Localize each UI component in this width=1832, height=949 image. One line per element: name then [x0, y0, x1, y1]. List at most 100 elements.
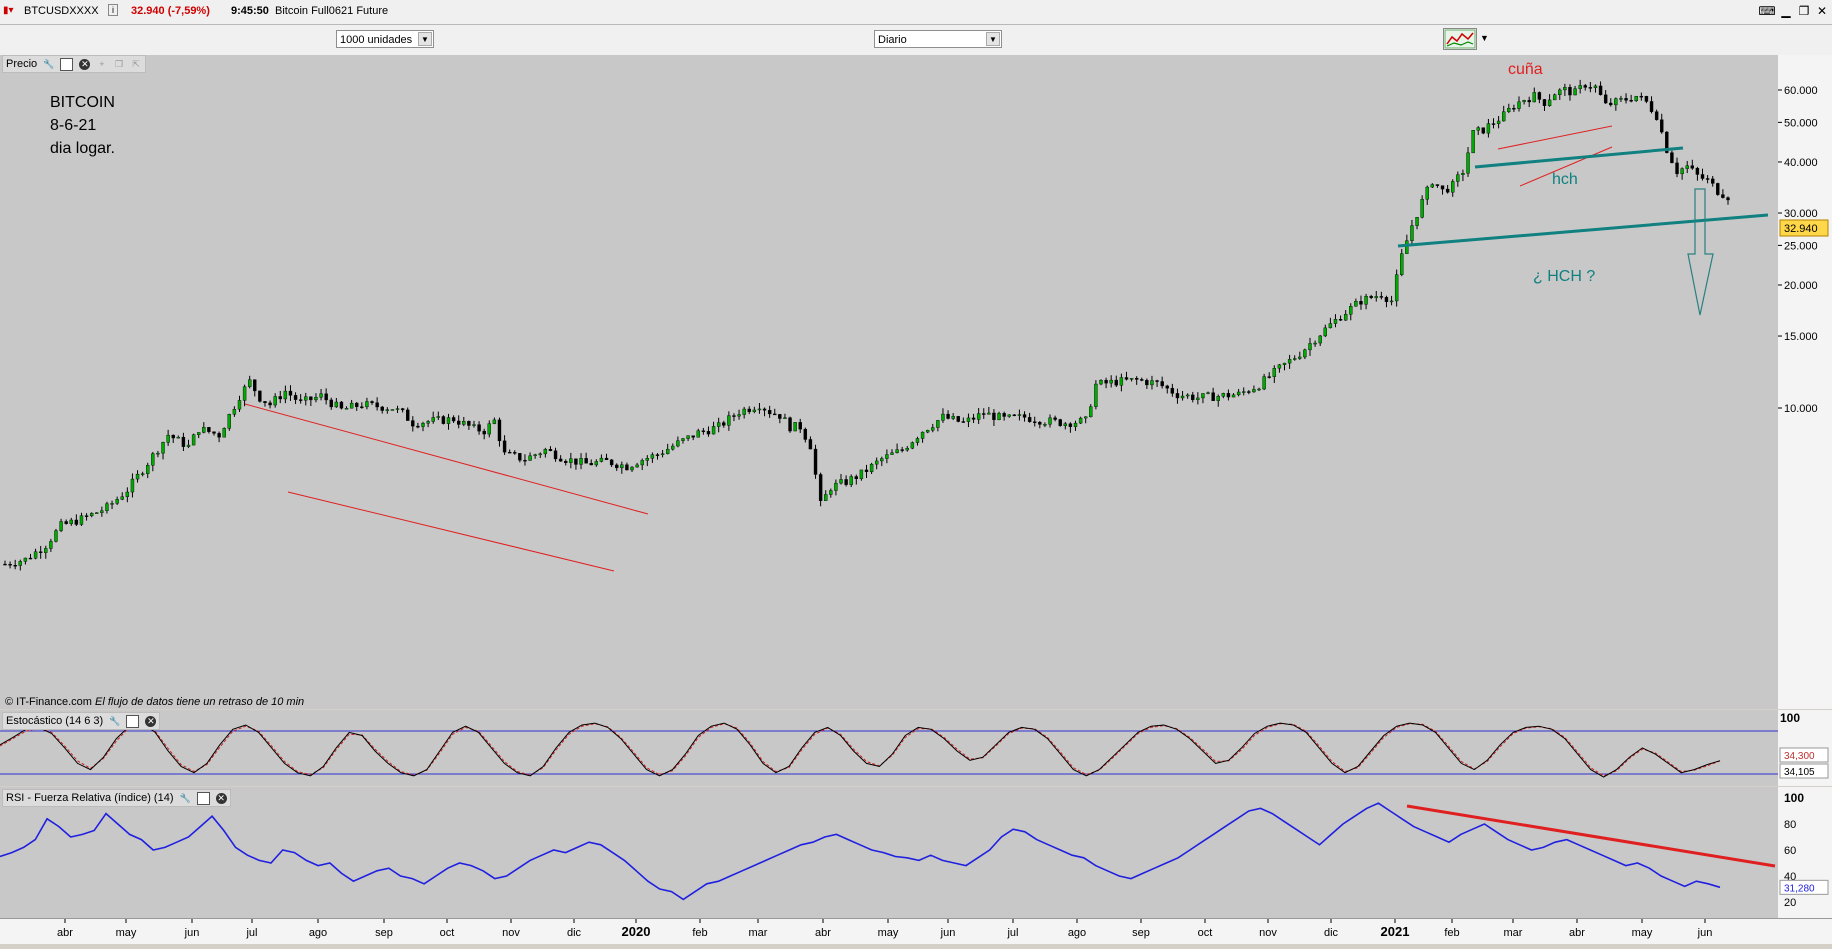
price-bar-body — [1476, 127, 1480, 131]
wrench-icon[interactable]: 🔧 — [43, 58, 55, 69]
price-bar-body — [1272, 368, 1277, 377]
chart-indicators-icon — [1444, 29, 1476, 49]
time-label: 9:45:50 — [231, 5, 269, 17]
price-bar-body — [1705, 178, 1710, 180]
stochastic-chart-area[interactable]: Estocástico (14 6 3) 🔧 ✕ — [0, 710, 1778, 786]
close-circle-icon[interactable]: ✕ — [145, 715, 157, 727]
price-bar-body — [558, 458, 563, 462]
price-bar-body — [1502, 111, 1506, 122]
price-bar-body — [992, 412, 996, 421]
price-chart-area[interactable]: BITCOIN 8-6-21 dia logar. cuña hch ¿ HCH… — [0, 55, 1778, 709]
price-bar-body — [436, 416, 440, 418]
time-axis-tick-label: dic — [1324, 927, 1339, 939]
wrench-icon[interactable]: 🔧 — [179, 792, 191, 803]
price-bar-body — [1247, 391, 1251, 393]
minimize-icon[interactable]: ▁ — [1781, 4, 1791, 18]
price-axis[interactable]: 32.940 75.000 60.000 50.000 40.000 30.000 25.… — [1778, 42, 1832, 709]
restore-icon[interactable]: ❐ — [1798, 4, 1810, 18]
wedge-label: cuña — [1508, 61, 1543, 78]
price-chart: BITCOIN 8-6-21 dia logar. cuña hch ¿ HCH… — [3, 61, 1769, 708]
time-axis-tick-label: oct — [440, 927, 455, 939]
price-bar-body — [1201, 393, 1205, 399]
price-bar-body — [242, 386, 247, 401]
rsi-axis-tick-label: 100 — [1784, 791, 1804, 805]
close-circle-icon[interactable]: ✕ — [79, 58, 91, 70]
price-bar-body — [1695, 168, 1700, 175]
price-bar-body — [1629, 100, 1633, 102]
target-arrow-icon — [1687, 188, 1714, 316]
period-select[interactable]: Diario ▼ — [874, 30, 1002, 48]
price-bar-body — [722, 422, 726, 426]
time-axis-tick-label: abr — [815, 927, 831, 939]
rsi-value: 31,280 — [1784, 883, 1815, 894]
detach-icon[interactable]: ⇱ — [132, 58, 140, 69]
price-bar-body — [1150, 380, 1154, 386]
price-bar-body — [13, 565, 17, 567]
price-bar-body — [1649, 101, 1654, 112]
close-circle-icon[interactable]: ✕ — [215, 792, 227, 804]
price-bar-body — [416, 425, 420, 428]
chevron-down-icon[interactable]: ▼ — [986, 32, 1000, 46]
time-axis-tick-label: abr — [57, 927, 73, 939]
time-axis-tick-label: may — [1632, 927, 1653, 939]
price-bar-body — [864, 469, 869, 473]
price-bar-body — [1349, 306, 1353, 315]
price-bar-body — [446, 417, 451, 424]
price-bar-body — [1236, 391, 1241, 396]
time-axis-tick-label: nov — [1259, 927, 1277, 939]
price-bar-body — [3, 563, 7, 566]
price-bar-body — [1134, 378, 1139, 380]
restore-pane-icon[interactable]: ❐ — [114, 58, 124, 69]
current-price-tag — [1779, 219, 1829, 237]
price-bar-body — [1491, 123, 1496, 125]
price-change: 32.940 (-7,59%) — [131, 5, 210, 17]
stochastic-axis: 100 34,300 34,105 — [1778, 710, 1832, 786]
price-bar-body — [181, 436, 186, 447]
toolbar: 1000 unidades ▼ Diario ▼ ▼ — [0, 25, 1832, 56]
time-axis[interactable]: abr may jun jul ago sep oct nov dic 2020 feb mar abr… — [0, 918, 1832, 944]
price-bar-body — [426, 421, 430, 424]
price-bar-body — [1598, 85, 1603, 96]
price-bar-body — [298, 399, 303, 401]
stochastic-chart — [0, 722, 1778, 778]
keyboard-icon[interactable]: ⌨ — [1758, 4, 1776, 18]
units-select[interactable]: 1000 unidades ▼ — [336, 30, 434, 48]
price-bar-body — [1542, 99, 1547, 106]
price-bar-body — [757, 408, 762, 411]
chart-type-icon[interactable]: ▮▾ — [3, 5, 14, 16]
time-axis-tick-label: feb — [1444, 927, 1459, 939]
wrench-icon[interactable]: 🔧 — [109, 715, 121, 726]
close-icon[interactable]: ✕ — [1816, 4, 1828, 18]
price-bar-body — [186, 444, 191, 447]
price-bar-body — [49, 541, 53, 549]
maximize-icon[interactable]: + — [99, 58, 105, 69]
info-icon[interactable]: i — [108, 4, 118, 16]
price-bar-body — [69, 519, 73, 524]
price-bar-body — [747, 408, 751, 412]
price-bar-body — [1211, 392, 1215, 401]
window-icon[interactable] — [60, 57, 74, 71]
price-bar-body — [762, 408, 767, 411]
price-bar-body — [89, 512, 94, 517]
price-bar-body — [288, 390, 293, 396]
symbol-label[interactable]: BTCUSDXXXX — [24, 5, 99, 17]
price-bar-body — [1308, 343, 1312, 351]
price-bar-body — [263, 401, 267, 404]
price-bar-body — [456, 420, 461, 425]
price-bar-body — [594, 461, 599, 466]
price-bar-body — [1267, 376, 1271, 378]
rsi-line — [0, 802, 1721, 901]
price-bar-body — [1094, 383, 1098, 407]
indicator-chart-button[interactable] — [1443, 28, 1477, 50]
window-icon[interactable] — [196, 791, 210, 805]
time-axis-tick-label: dic — [567, 927, 582, 939]
window-icon[interactable] — [126, 714, 140, 728]
price-bar-body — [1435, 184, 1440, 186]
rsi-chart-area[interactable]: RSI - Fuerza Relativa (índice) (14) 🔧 ✕ — [0, 787, 1778, 918]
price-bar-body — [1415, 217, 1419, 226]
price-bar-body — [1033, 421, 1037, 423]
price-bar-body — [130, 478, 135, 493]
chevron-down-icon[interactable]: ▼ — [418, 32, 432, 46]
chevron-down-icon[interactable]: ▼ — [1480, 33, 1489, 43]
time-axis-tick-label: abr — [1569, 927, 1585, 939]
